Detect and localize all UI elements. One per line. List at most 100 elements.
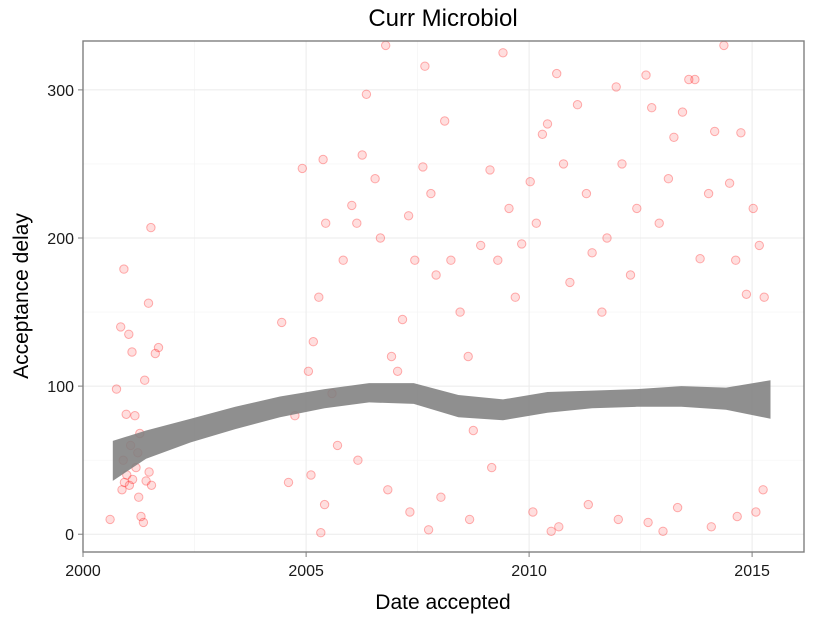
data-point	[587, 248, 597, 258]
data-point	[528, 507, 538, 517]
data-point	[455, 307, 465, 317]
data-point	[552, 68, 562, 79]
data-point	[353, 455, 363, 465]
data-point	[352, 218, 362, 228]
data-point	[632, 203, 642, 214]
data-point	[392, 366, 403, 376]
data-point	[759, 292, 769, 302]
data-point	[124, 480, 135, 490]
data-point	[426, 188, 436, 199]
data-point	[647, 103, 657, 113]
data-point	[143, 298, 154, 308]
x-axis: 2000 2005 2010 2015	[65, 552, 770, 580]
data-point	[381, 40, 391, 51]
data-point	[754, 240, 764, 251]
data-point	[138, 517, 149, 528]
data-point	[558, 159, 569, 169]
data-point	[277, 317, 287, 328]
data-point	[531, 218, 541, 228]
data-point	[731, 255, 741, 265]
data-point	[397, 314, 408, 325]
data-point	[542, 119, 553, 129]
grid-layer	[82, 41, 804, 552]
data-point	[602, 233, 612, 243]
data-point	[140, 375, 150, 385]
data-point	[684, 74, 694, 85]
data-point	[121, 409, 131, 419]
data-point	[724, 178, 735, 188]
data-point	[732, 511, 742, 522]
data-point	[134, 492, 144, 502]
data-point	[565, 277, 575, 288]
x-tick-label: 2015	[734, 563, 770, 580]
data-point	[431, 270, 441, 280]
y-axis: 0 100 200 300	[47, 83, 83, 544]
y-tick-label: 0	[65, 527, 74, 544]
data-point	[690, 74, 700, 85]
data-point	[751, 507, 761, 517]
data-point	[357, 150, 367, 160]
data-point	[572, 100, 583, 110]
data-point	[617, 159, 627, 169]
data-point	[370, 174, 380, 184]
data-point	[758, 485, 768, 495]
data-point	[119, 477, 130, 488]
data-point	[318, 154, 328, 165]
data-point	[347, 200, 357, 211]
data-point	[146, 222, 156, 233]
data-point	[403, 211, 414, 221]
data-point	[706, 522, 716, 532]
data-point	[703, 188, 714, 199]
x-tick-label: 2000	[65, 563, 101, 580]
data-point	[546, 526, 556, 536]
data-point	[748, 203, 758, 214]
data-point	[695, 254, 705, 264]
data-point	[625, 270, 636, 280]
data-point	[581, 188, 592, 199]
data-point	[405, 507, 415, 517]
data-point	[117, 485, 127, 495]
data-point	[423, 525, 434, 535]
data-point	[383, 485, 393, 495]
data-point	[672, 502, 683, 513]
data-point	[611, 82, 621, 92]
data-point	[736, 128, 746, 138]
data-point	[297, 163, 307, 174]
data-point	[613, 514, 623, 525]
data-point	[537, 129, 548, 140]
smooth-band	[112, 380, 771, 481]
data-point	[144, 467, 154, 477]
data-point	[641, 70, 651, 80]
data-point	[719, 40, 729, 51]
data-point	[517, 239, 527, 249]
data-point	[332, 440, 343, 451]
data-point	[361, 89, 372, 100]
data-point	[130, 411, 140, 421]
data-point	[741, 289, 752, 299]
data-point	[119, 264, 129, 274]
data-point	[146, 480, 157, 490]
y-axis-title: Acceptance delay	[10, 213, 33, 379]
data-point	[303, 366, 314, 376]
data-point	[308, 337, 318, 347]
data-point	[141, 476, 151, 486]
data-point	[510, 292, 520, 302]
data-point	[375, 233, 386, 243]
y-tick-label: 200	[47, 231, 74, 248]
x-tick-label: 2005	[288, 563, 324, 580]
data-point	[105, 514, 115, 525]
data-point	[440, 116, 450, 126]
y-tick-label: 300	[47, 83, 74, 100]
data-point	[319, 499, 330, 510]
data-point	[127, 347, 137, 357]
data-point	[468, 425, 478, 436]
data-point	[410, 255, 420, 265]
data-point	[464, 514, 475, 525]
data-point	[314, 292, 324, 302]
x-tick-label: 2010	[511, 563, 547, 580]
data-point	[316, 528, 326, 538]
data-point	[321, 218, 331, 228]
data-point	[658, 526, 668, 536]
data-point	[283, 477, 294, 488]
plot-border	[82, 40, 805, 553]
